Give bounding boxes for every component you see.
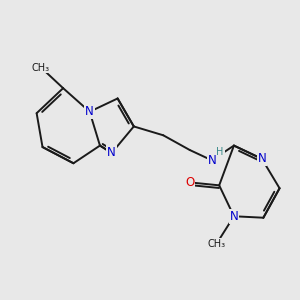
Text: O: O <box>185 176 194 189</box>
Text: N: N <box>85 105 94 118</box>
Text: H: H <box>216 147 224 157</box>
Text: N: N <box>257 152 266 165</box>
Text: CH₃: CH₃ <box>207 239 225 249</box>
Text: N: N <box>208 154 216 167</box>
Text: CH₃: CH₃ <box>32 63 50 73</box>
Text: N: N <box>107 146 116 159</box>
Text: N: N <box>230 210 238 223</box>
